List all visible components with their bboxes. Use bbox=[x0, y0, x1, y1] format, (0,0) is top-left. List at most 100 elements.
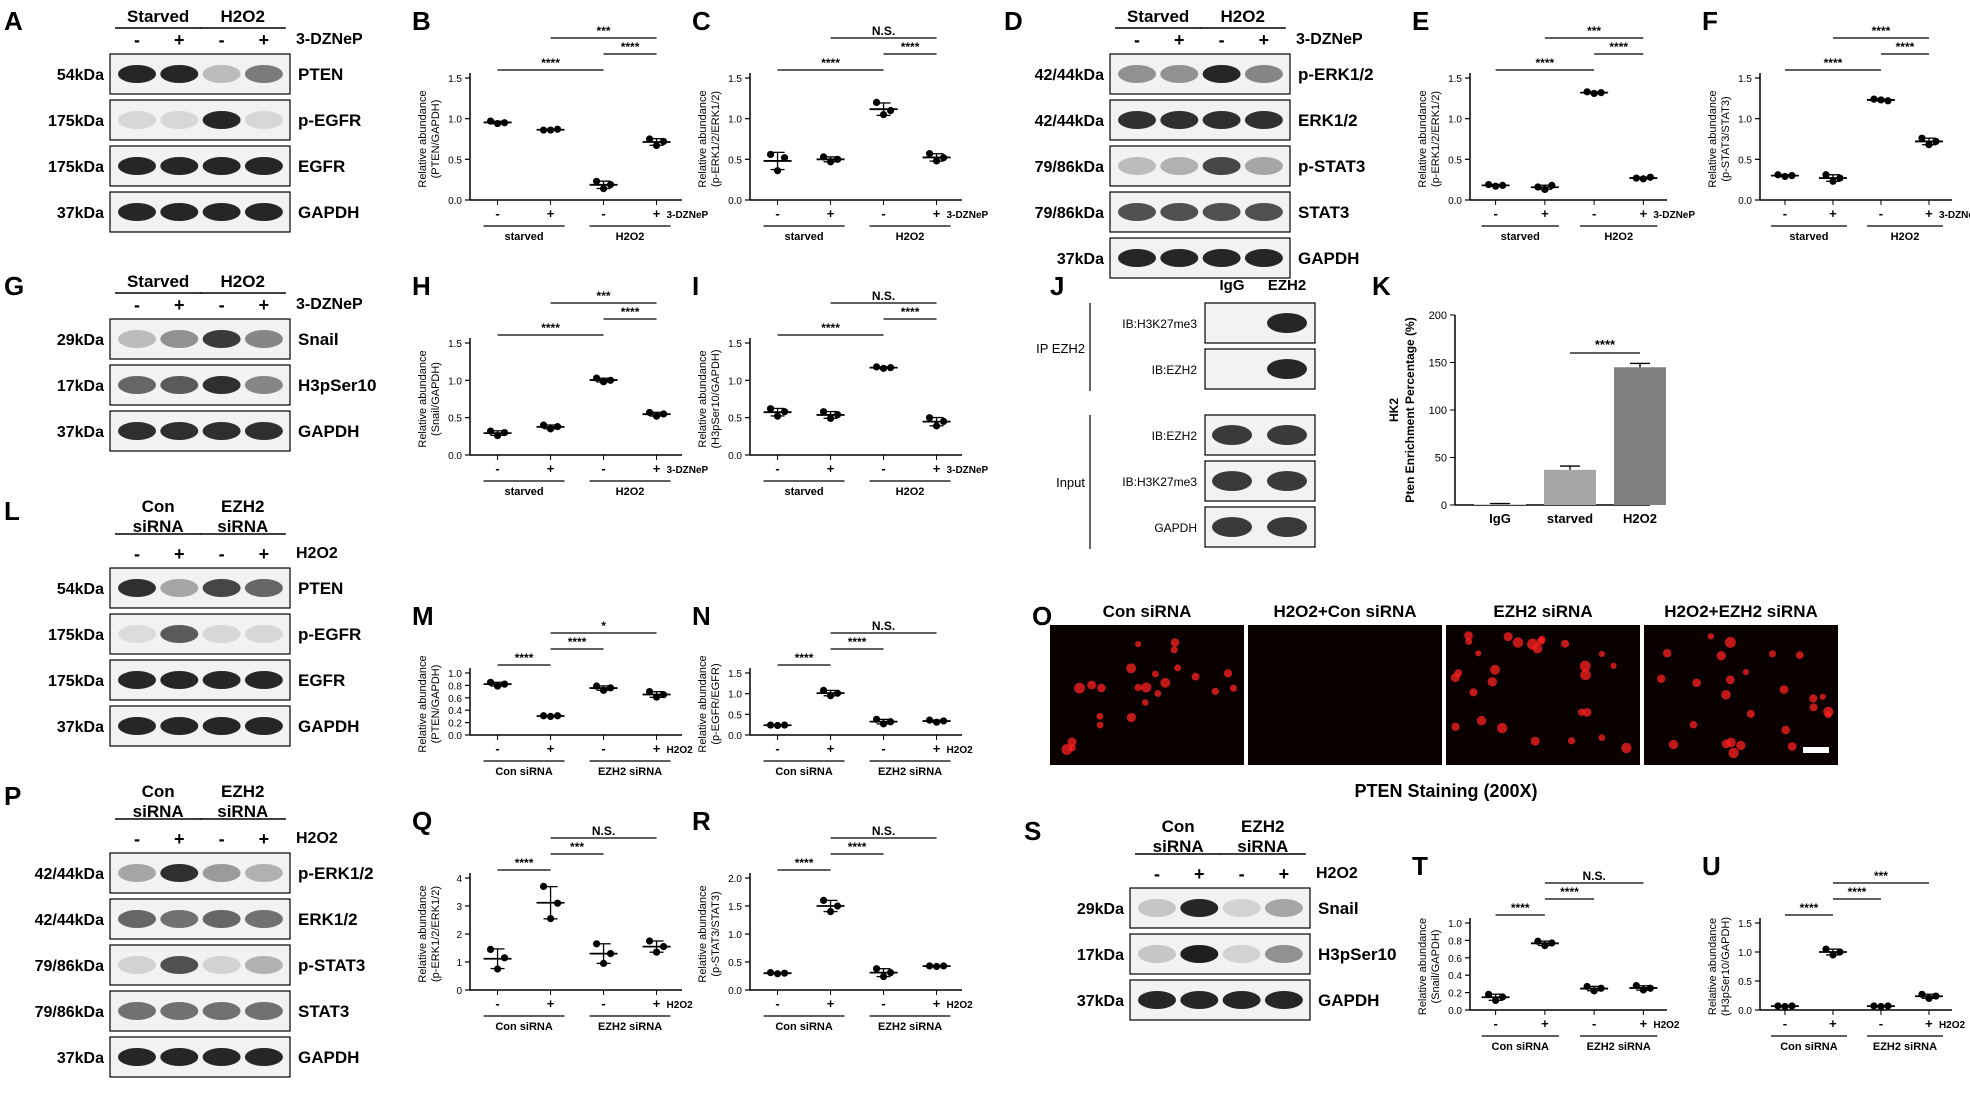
protein-label: PTEN bbox=[298, 65, 343, 84]
data-point bbox=[819, 408, 828, 416]
protein-band bbox=[244, 1048, 283, 1066]
x-sign-label: + bbox=[1640, 1016, 1648, 1031]
lane-sign: - bbox=[1219, 30, 1225, 50]
data-point bbox=[1884, 97, 1892, 105]
stained-cell bbox=[1160, 677, 1171, 688]
data-point bbox=[1541, 942, 1549, 950]
group-label: Con siRNA bbox=[775, 766, 833, 778]
data-point bbox=[493, 431, 502, 440]
protein-band bbox=[1212, 517, 1252, 537]
stained-cell bbox=[1503, 632, 1513, 642]
x-sign-label: + bbox=[1541, 206, 1549, 221]
lane-sign: - bbox=[1154, 864, 1160, 884]
molecular-weight-label: 29kDa bbox=[1077, 901, 1124, 918]
x-sign-label: - bbox=[775, 206, 779, 221]
y-tick-label: 0.6 bbox=[1448, 954, 1462, 965]
protein-band bbox=[118, 1002, 156, 1020]
data-point bbox=[833, 902, 842, 910]
x-sign-label: - bbox=[1783, 1016, 1787, 1031]
data-point bbox=[939, 962, 948, 970]
protein-band bbox=[160, 717, 199, 735]
x-sign-label: + bbox=[827, 741, 835, 756]
data-point bbox=[780, 154, 789, 162]
group-label: EZH2 siRNA bbox=[878, 1021, 942, 1033]
group-label: EZH2 siRNA bbox=[1587, 1041, 1651, 1053]
data-point bbox=[1781, 172, 1789, 181]
y-axis-label: Relative abundance bbox=[417, 655, 429, 752]
data-point bbox=[546, 712, 555, 720]
blot-group-label: siRNA bbox=[133, 802, 184, 821]
significance-label: **** bbox=[1800, 901, 1819, 915]
y-axis-label: Relative abundance bbox=[697, 90, 709, 187]
stained-cell bbox=[1170, 638, 1180, 647]
protein-band bbox=[202, 1002, 241, 1020]
stained-cell bbox=[1598, 650, 1605, 658]
x-sign-label: + bbox=[547, 206, 555, 221]
y-tick-label: 0.8 bbox=[1448, 936, 1462, 947]
dotplot-panel-q: Q 0 1 2 3 4 Relative abundance (p-ERK1/2/ERK1/2… bbox=[412, 806, 693, 1033]
blot-treatment-label: H2O2 bbox=[296, 830, 338, 847]
x-category-label: H2O2 bbox=[1623, 511, 1657, 526]
stained-cell bbox=[1610, 662, 1617, 669]
protein-band bbox=[160, 1048, 199, 1066]
protein-band bbox=[160, 203, 199, 221]
blot-strip bbox=[1109, 145, 1291, 187]
protein-band bbox=[244, 330, 283, 348]
y-tick-label: 1.0 bbox=[1738, 115, 1752, 126]
protein-band bbox=[202, 203, 241, 221]
x-sign-label: - bbox=[601, 461, 605, 476]
data-point bbox=[553, 423, 562, 431]
data-point bbox=[500, 954, 509, 962]
data-point bbox=[1639, 175, 1647, 183]
stained-cell bbox=[1787, 742, 1797, 751]
protein-band bbox=[160, 579, 199, 597]
data-point bbox=[652, 412, 661, 420]
data-point bbox=[1548, 181, 1556, 189]
protein-band bbox=[1138, 899, 1176, 917]
stained-cell bbox=[1487, 677, 1498, 687]
data-point bbox=[1492, 996, 1500, 1005]
bar bbox=[1544, 469, 1596, 505]
protein-label: EGFR bbox=[298, 157, 345, 176]
x-sign-label: + bbox=[547, 741, 555, 756]
ib-label: IB:H3K27me3 bbox=[1122, 475, 1197, 489]
y-tick-label: 1.5 bbox=[728, 669, 742, 680]
protein-band bbox=[1180, 945, 1219, 963]
significance-label: **** bbox=[1595, 337, 1616, 352]
data-point bbox=[939, 417, 948, 425]
group-label: Con siRNA bbox=[495, 1021, 553, 1033]
blot-group-label: Starved bbox=[127, 7, 189, 26]
x-sign-label: - bbox=[495, 996, 499, 1011]
x-sign-label: + bbox=[1541, 1016, 1549, 1031]
data-point bbox=[826, 414, 835, 423]
blot-treatment-label: 3-DZNeP bbox=[1296, 31, 1363, 48]
group-label: EZH2 siRNA bbox=[878, 766, 942, 778]
blot-strip bbox=[109, 852, 291, 894]
molecular-weight-label: 37kDa bbox=[57, 719, 104, 736]
stained-cell bbox=[1174, 664, 1182, 672]
group-label: starved bbox=[1501, 231, 1540, 243]
protein-band bbox=[160, 157, 199, 175]
x-sign-label: + bbox=[547, 996, 555, 1011]
molecular-weight-label: 17kDa bbox=[57, 378, 104, 395]
y-tick-label: 0.0 bbox=[728, 196, 742, 207]
data-point bbox=[1925, 141, 1933, 149]
data-point bbox=[872, 363, 881, 371]
data-point bbox=[932, 157, 941, 165]
data-point bbox=[1583, 88, 1591, 96]
blot-treatment-label: 3-DZNeP bbox=[296, 296, 363, 313]
data-point bbox=[1499, 181, 1507, 189]
protein-band bbox=[202, 330, 241, 348]
data-point bbox=[1884, 1002, 1892, 1010]
ib-label: IB:H3K27me3 bbox=[1122, 317, 1197, 331]
y-tick-label: 0.0 bbox=[1448, 196, 1462, 207]
protein-band bbox=[1244, 111, 1283, 129]
data-point bbox=[925, 414, 934, 422]
x-sign-label: - bbox=[495, 741, 499, 756]
y-axis-label: (p-EGFR/EGFR) bbox=[710, 663, 722, 744]
data-point bbox=[932, 422, 941, 430]
dotplot-panel-e: E 0.0 0.5 1.0 1.5 Relative abundance (p-ERK1/2… bbox=[1412, 6, 1695, 243]
y-axis-label: (H3pSer10/GAPDH) bbox=[710, 349, 722, 448]
